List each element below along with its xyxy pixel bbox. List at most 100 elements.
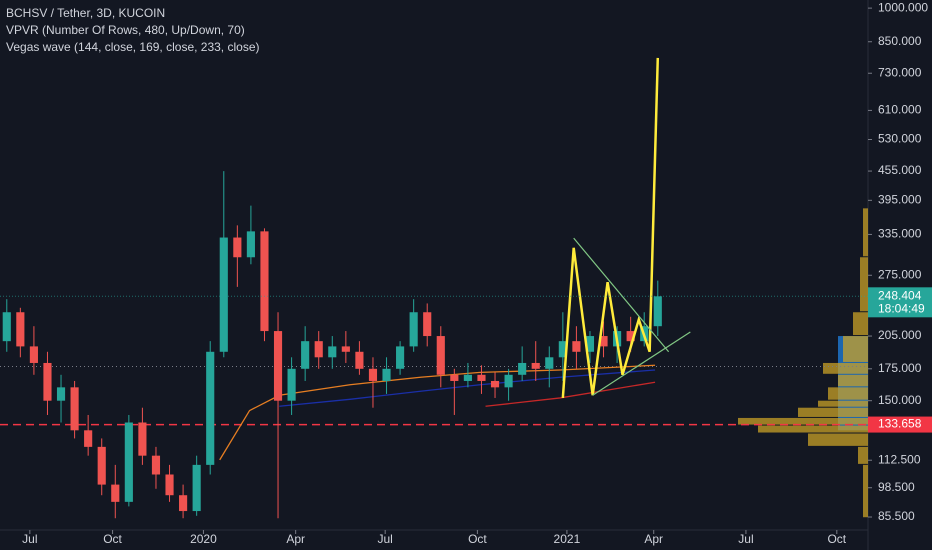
candle-body xyxy=(179,495,188,512)
level-box xyxy=(868,416,932,433)
y-tick-label: 1000.000 xyxy=(878,0,928,14)
candle-body xyxy=(138,422,147,456)
volume-bar xyxy=(843,336,868,362)
candle-body xyxy=(558,341,567,358)
last-price-box xyxy=(868,287,932,318)
volume-bar xyxy=(858,446,868,464)
candle-body xyxy=(368,368,378,381)
candle-body xyxy=(477,374,486,381)
candle-body xyxy=(450,374,459,381)
candle-body xyxy=(246,231,255,258)
chart-title: BCHSV / Tether, 3D, KUCOIN xyxy=(6,6,165,20)
candle-body xyxy=(463,374,472,381)
candle-body xyxy=(151,455,161,475)
y-tick-label: 150.000 xyxy=(878,393,922,407)
y-tick-label: 205.000 xyxy=(878,328,922,342)
y-tick-label: 175.000 xyxy=(878,361,922,375)
candle-body xyxy=(409,312,418,347)
candle-body xyxy=(382,368,391,381)
candle-body xyxy=(341,346,350,352)
volume-bar xyxy=(838,374,868,387)
drawing xyxy=(592,331,691,396)
volume-bar xyxy=(860,257,868,312)
x-tick-label: Apr xyxy=(644,532,663,546)
y-tick-label: 98.500 xyxy=(878,480,915,494)
y-tick-label: 610.000 xyxy=(878,103,922,117)
candle-body xyxy=(97,446,106,485)
y-tick-label: 395.000 xyxy=(878,193,922,207)
volume-bar xyxy=(823,362,868,374)
volume-bar xyxy=(853,312,868,336)
candle-body xyxy=(233,237,242,258)
candle-body xyxy=(545,357,554,369)
y-tick-label: 850.000 xyxy=(878,34,922,48)
x-tick-label: Jul xyxy=(22,532,37,546)
candle-body xyxy=(70,387,79,431)
candle-body xyxy=(219,237,228,352)
x-tick-label: Oct xyxy=(468,532,487,546)
y-tick-label: 730.000 xyxy=(878,65,922,79)
volume-bar xyxy=(798,407,868,417)
candle-body xyxy=(43,362,52,401)
volume-bar xyxy=(808,433,868,446)
candle-body xyxy=(396,346,405,369)
candle-body xyxy=(287,368,296,401)
candle-body xyxy=(599,336,608,347)
candle-body xyxy=(111,484,120,502)
candle-body xyxy=(572,341,581,352)
indicator-label: VPVR (Number Of Rows, 480, Up/Down, 70) xyxy=(6,23,245,37)
candle-body xyxy=(531,362,540,369)
x-tick-label: Oct xyxy=(827,532,846,546)
moving-average xyxy=(219,364,656,461)
candle-body xyxy=(2,312,11,342)
candle-body xyxy=(165,474,174,496)
candle-body xyxy=(653,296,662,327)
moving-average xyxy=(279,369,656,407)
candle-body xyxy=(16,312,25,347)
y-tick-label: 112.500 xyxy=(878,452,921,466)
candle-body xyxy=(504,374,513,388)
y-tick-label: 530.000 xyxy=(878,132,922,146)
x-tick-label: Oct xyxy=(103,532,122,546)
volume-bar xyxy=(828,387,868,400)
candle-body xyxy=(328,346,337,358)
x-tick-label: 2021 xyxy=(554,532,581,546)
level-label: 133.658 xyxy=(878,417,922,431)
candle-body xyxy=(56,387,66,401)
volume-bar xyxy=(818,400,868,407)
last-price-label: 248.404 xyxy=(878,288,922,302)
volume-bar xyxy=(863,208,868,257)
x-tick-label: 2020 xyxy=(190,532,217,546)
candle-body xyxy=(490,380,500,388)
moving-average xyxy=(485,381,656,407)
volume-bar xyxy=(758,425,868,433)
candle-body xyxy=(436,336,445,375)
y-tick-label: 85.500 xyxy=(878,509,915,523)
indicator-label: Vegas wave (144, close, 169, close, 233,… xyxy=(6,40,259,54)
x-tick-label: Apr xyxy=(286,532,305,546)
x-tick-label: Jul xyxy=(738,532,753,546)
y-tick-label: 335.000 xyxy=(878,227,922,241)
candle-body xyxy=(29,346,38,363)
candle-body xyxy=(518,362,527,375)
candle-body xyxy=(192,464,201,512)
drawing xyxy=(561,57,660,399)
y-tick-label: 455.000 xyxy=(878,163,922,177)
x-tick-label: Jul xyxy=(378,532,393,546)
drawing xyxy=(573,237,670,353)
candle-body xyxy=(314,341,323,358)
countdown-label: 18:04:49 xyxy=(878,301,925,315)
candle-body xyxy=(124,422,133,502)
candle-body xyxy=(423,312,432,337)
candle-body xyxy=(626,331,635,342)
candle-body xyxy=(260,231,269,332)
volume-bar xyxy=(738,417,868,425)
candle-body xyxy=(355,351,364,369)
y-tick-label: 275.000 xyxy=(878,267,922,281)
volume-bar xyxy=(863,464,868,518)
plot-area xyxy=(0,57,868,519)
candle-body xyxy=(301,341,310,369)
